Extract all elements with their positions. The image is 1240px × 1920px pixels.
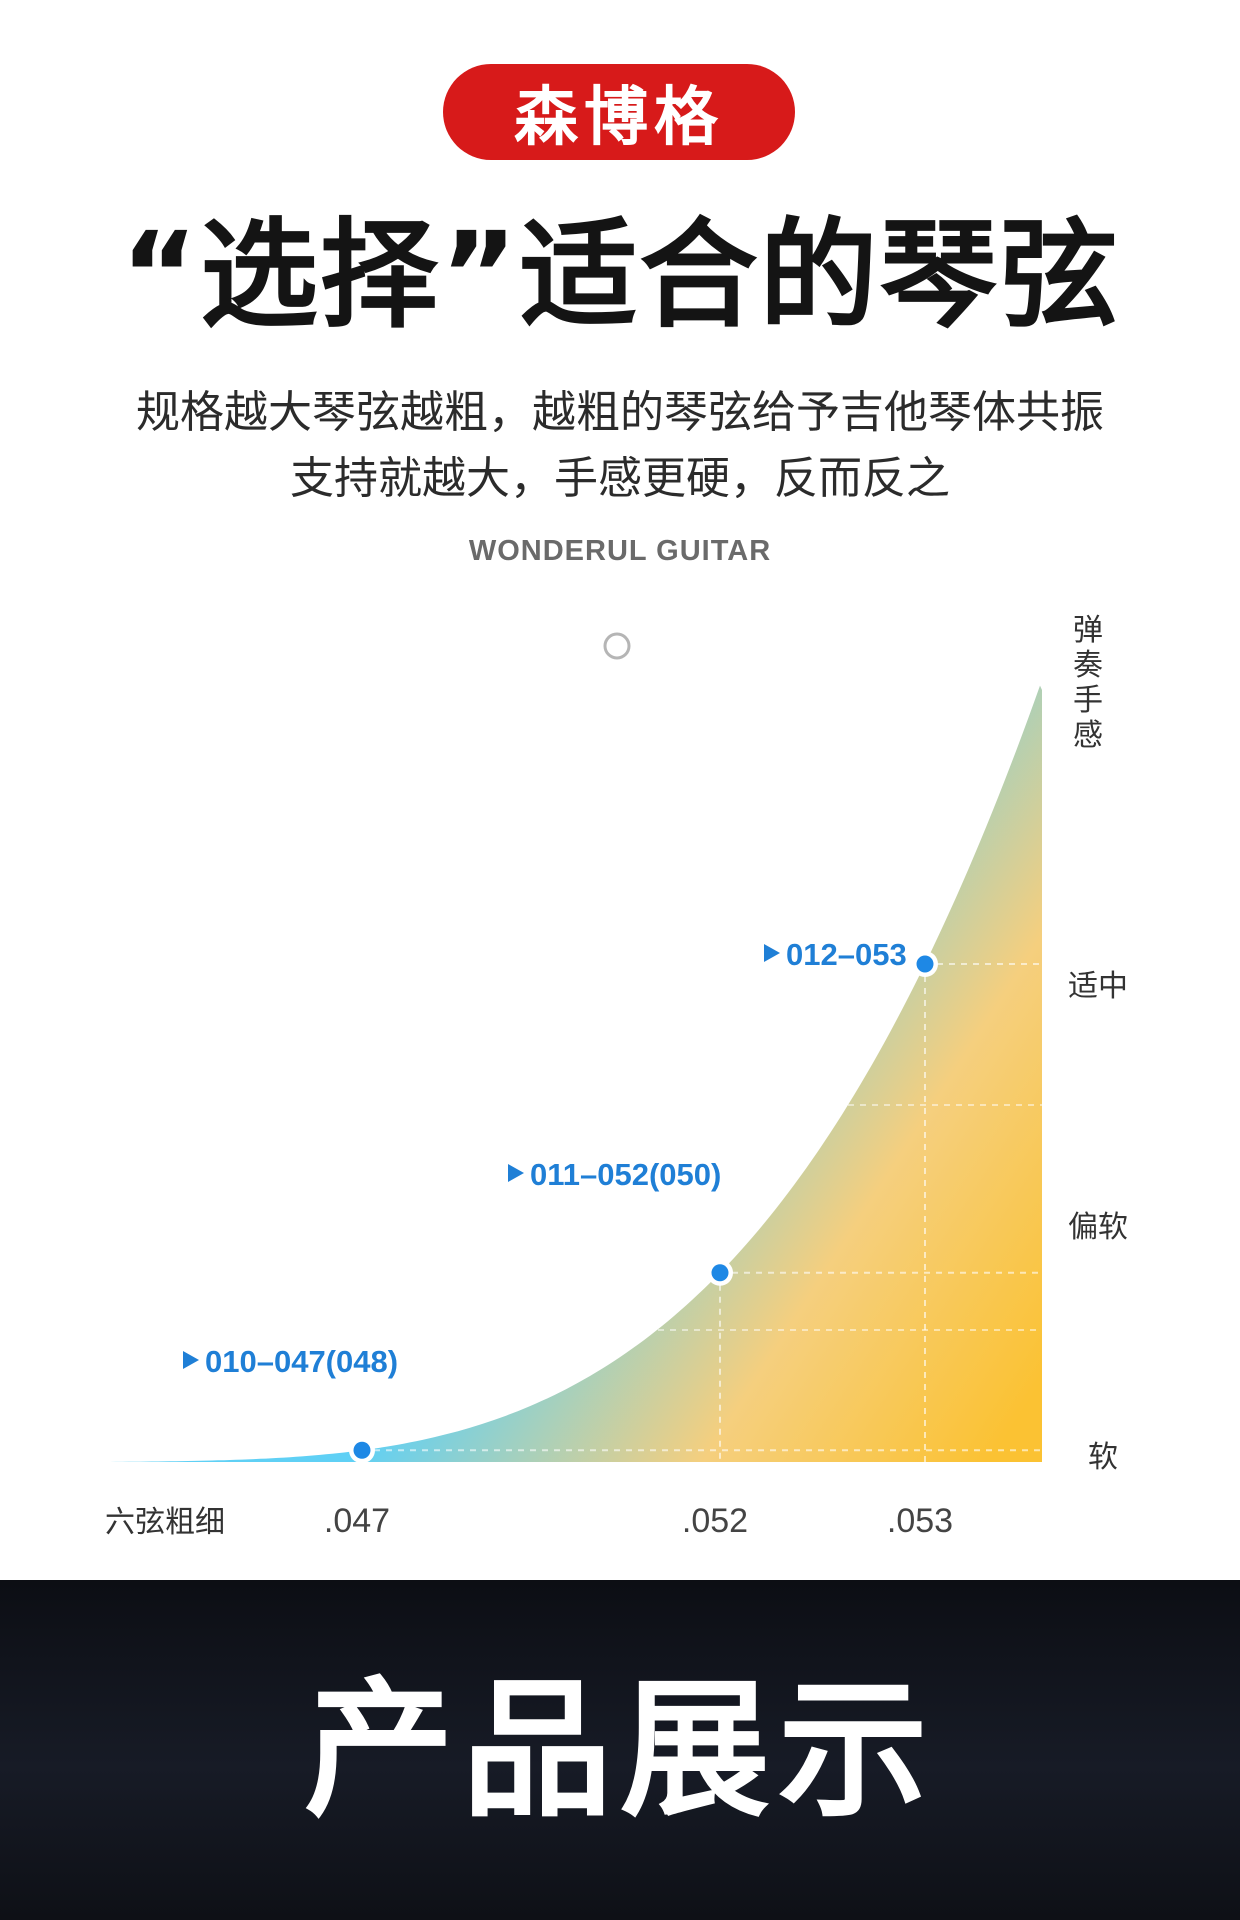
y-level-label: 适中: [1068, 969, 1128, 1004]
x-tick-label: .052: [682, 1502, 748, 1540]
bottom-banner: [0, 1580, 1240, 1920]
curve-area: [110, 685, 1042, 1462]
data-point-label: 011–052(050): [530, 1157, 721, 1192]
y-axis-title-char: 弹: [1073, 613, 1103, 648]
section-title: 产品展示: [303, 1662, 936, 1838]
brand-english: WONDERUL GUITAR: [468, 535, 772, 567]
data-point-label: 012–053: [786, 937, 907, 972]
subtitle-line-1: 规格越大琴弦越粗，越粗的琴弦给予吉他琴体共振: [136, 387, 1104, 438]
data-point: [353, 1441, 371, 1459]
y-level-label: 软: [1088, 1440, 1118, 1475]
brand-badge: 森博格: [443, 64, 795, 160]
triangle-pointer-icon: [764, 944, 780, 962]
indicator-ring-icon: [603, 632, 631, 660]
x-axis-title: 六弦粗细: [105, 1505, 225, 1540]
y-axis-title-char: 感: [1073, 718, 1103, 753]
x-tick-label: .053: [887, 1502, 953, 1540]
data-point: [916, 955, 934, 973]
subtitle-line-2: 支持就越大，手感更硬，反而反之: [290, 453, 950, 504]
brand-badge-text: 森博格: [514, 81, 724, 155]
data-point-label: 010–047(048): [205, 1344, 398, 1379]
page-title: “选择”适合的琴弦: [120, 206, 1120, 344]
y-axis-title-char: 奏: [1073, 648, 1103, 683]
y-axis-title: 弹奏手感: [1073, 613, 1103, 753]
x-tick-label: .047: [324, 1502, 390, 1540]
data-point: [711, 1264, 729, 1282]
triangle-pointer-icon: [183, 1351, 199, 1369]
triangle-pointer-icon: [508, 1164, 524, 1182]
subtitle: 规格越大琴弦越粗，越粗的琴弦给予吉他琴体共振 支持就越大，手感更硬，反而反之: [60, 380, 1180, 512]
y-level-label: 偏软: [1068, 1210, 1128, 1245]
y-axis-title-char: 手: [1073, 683, 1103, 718]
